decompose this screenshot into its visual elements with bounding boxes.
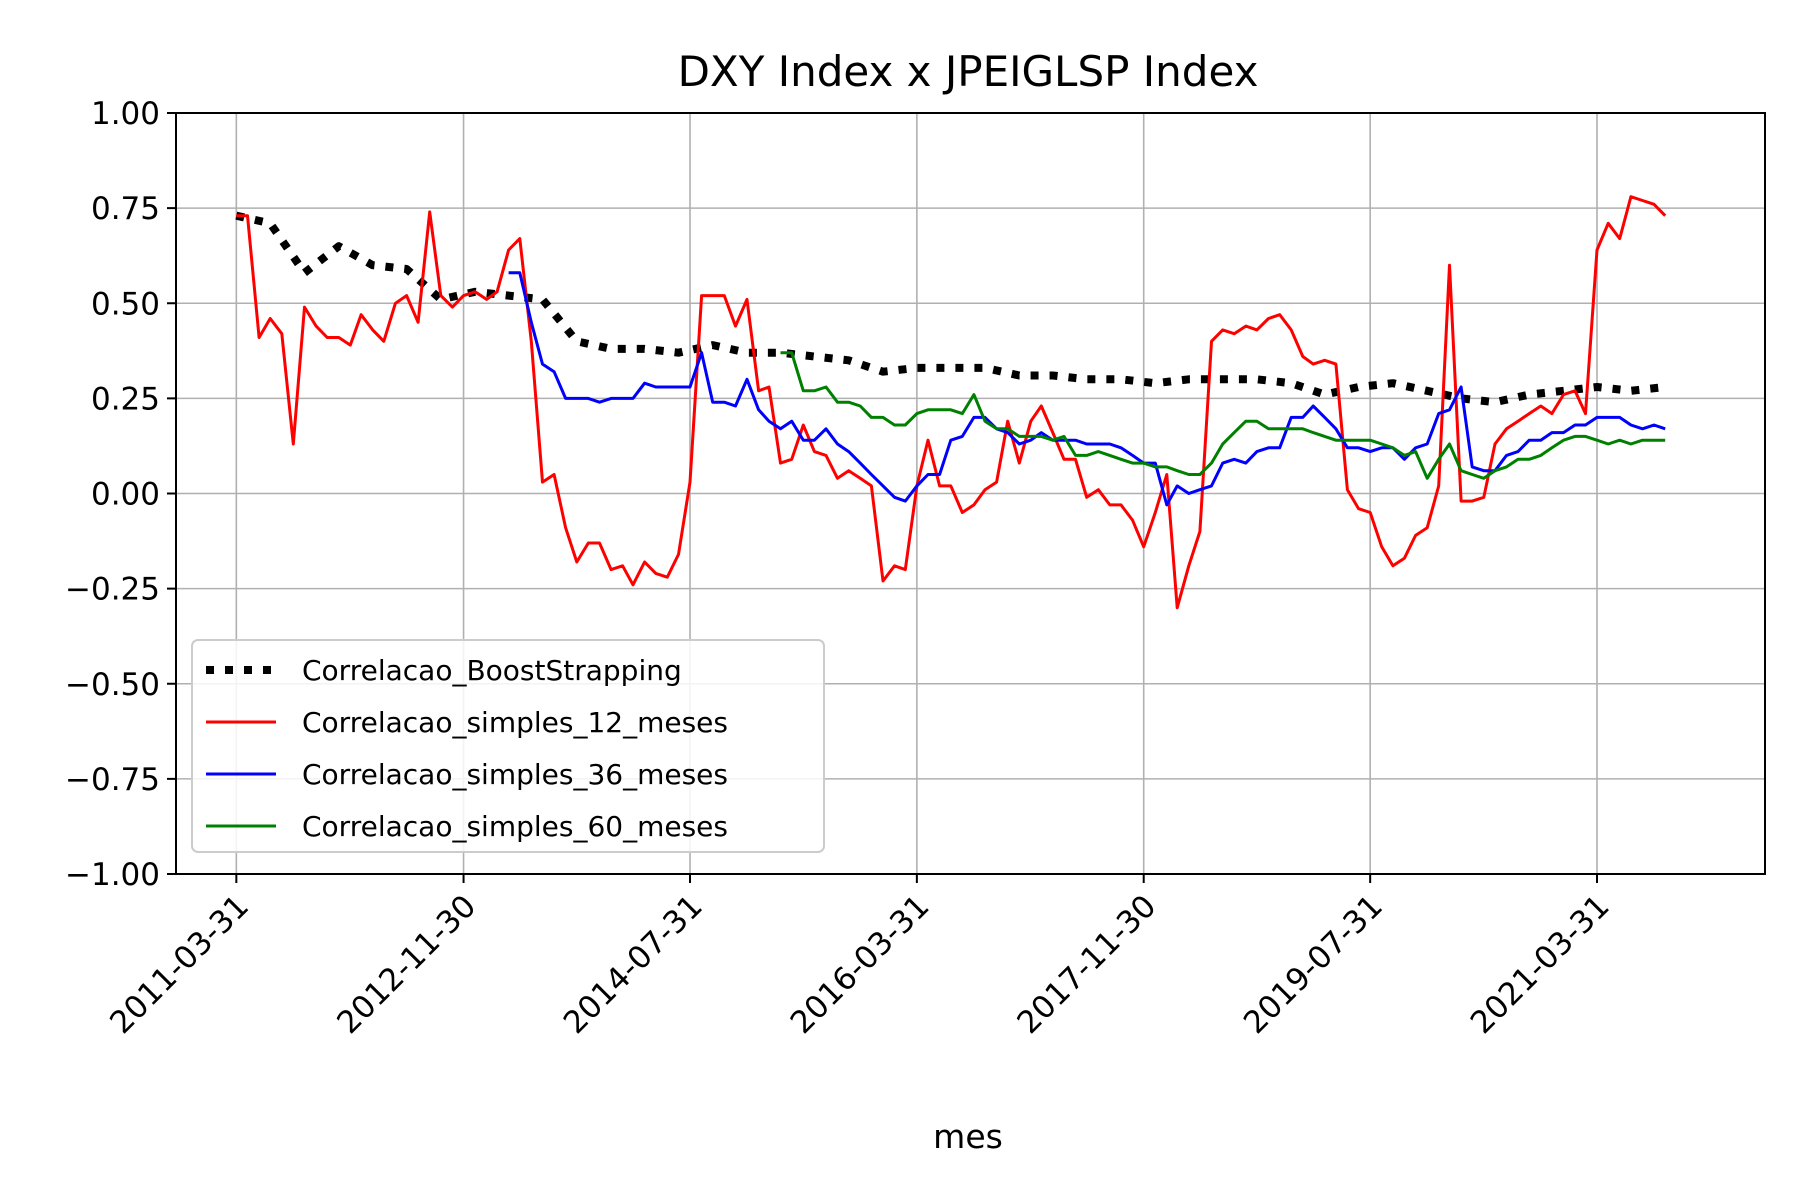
series-line-correlacao-simples-36-meses <box>508 271 1666 507</box>
legend: Correlacao_BoostStrapping Correlacao_simp… <box>191 639 825 853</box>
legend-label: Correlacao_simples_12_meses <box>302 706 728 739</box>
y-tick-label: −0.75 <box>65 762 160 798</box>
y-axis: 1.00 0.75 0.50 0.25 0.00 −0.25 −0.50 −0.75 −1.00 <box>65 96 176 893</box>
y-tick-label: 0.25 <box>91 381 160 417</box>
legend-label: Correlacao_simples_60_meses <box>302 810 728 843</box>
y-tick-label: 0.50 <box>91 286 160 322</box>
legend-label: Correlacao_simples_36_meses <box>302 758 728 791</box>
y-tick-label: 0.75 <box>91 191 160 227</box>
chart-title: DXY Index x JPEIGLSP Index <box>678 47 1259 96</box>
y-tick-label: 1.00 <box>91 96 160 132</box>
series-line-correlacao-simples-12-meses <box>236 195 1667 610</box>
legend-label: Correlacao_BoostStrapping <box>302 654 682 687</box>
legend-box <box>191 639 825 853</box>
series-line-correlacao-simples-60-meses <box>780 351 1666 480</box>
y-tick-label: −1.00 <box>65 857 160 893</box>
series-lines <box>235 195 1667 610</box>
y-tick-label: 0.00 <box>91 477 160 513</box>
y-tick-label: −0.50 <box>65 667 160 703</box>
x-axis-label: mes <box>933 1117 1003 1156</box>
y-tick-label: −0.25 <box>65 572 160 608</box>
